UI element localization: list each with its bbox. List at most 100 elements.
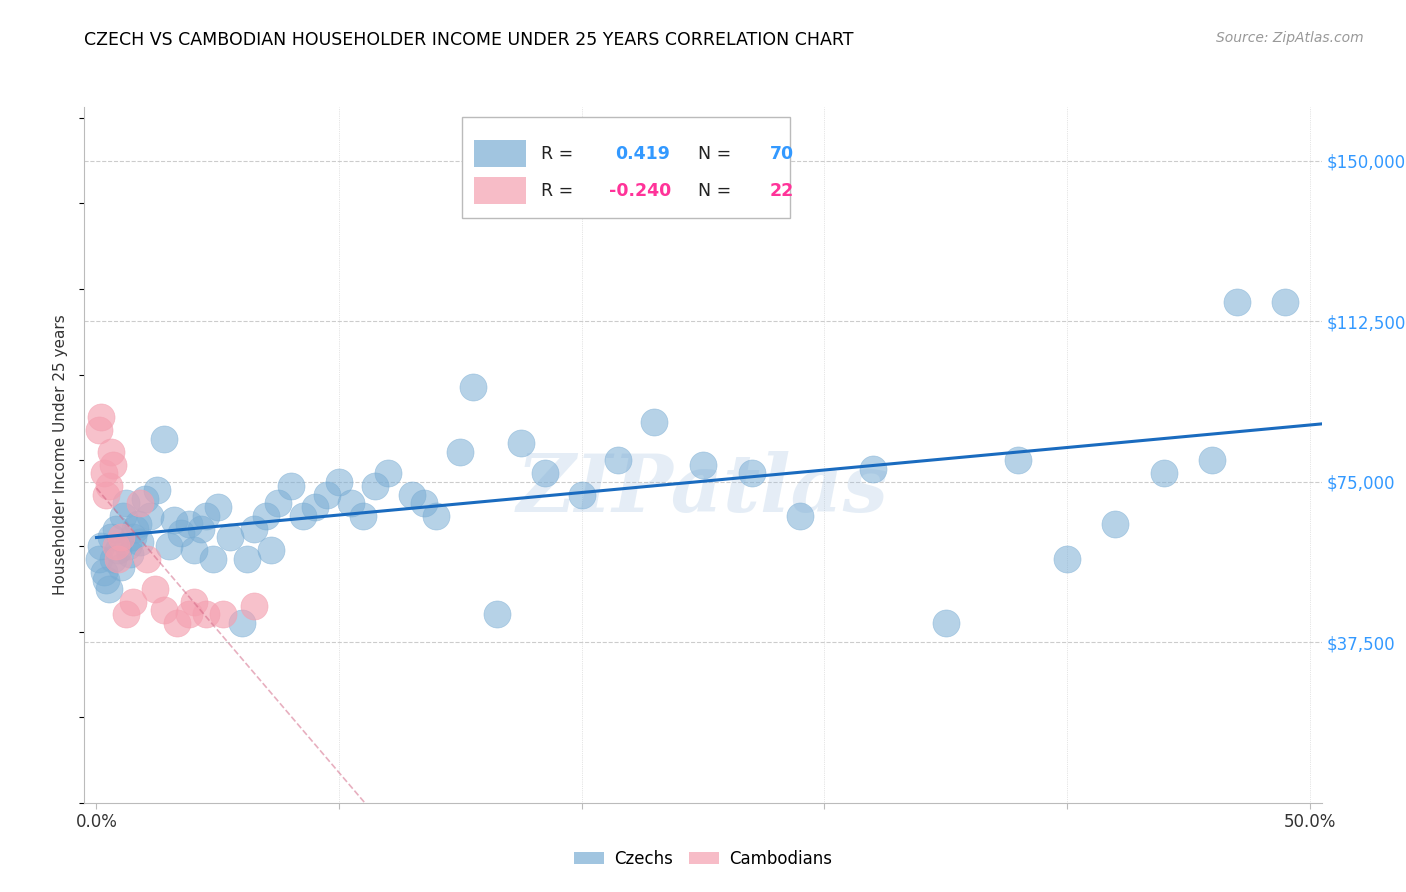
Point bbox=[485, 607, 508, 622]
Point bbox=[201, 551, 224, 566]
Point bbox=[449, 444, 471, 458]
Point bbox=[1007, 453, 1029, 467]
Point bbox=[1056, 551, 1078, 566]
Point bbox=[114, 607, 136, 622]
Text: ZIPatlas: ZIPatlas bbox=[517, 451, 889, 528]
Point bbox=[136, 551, 159, 566]
FancyBboxPatch shape bbox=[474, 140, 526, 167]
Point bbox=[96, 573, 118, 587]
Text: CZECH VS CAMBODIAN HOUSEHOLDER INCOME UNDER 25 YEARS CORRELATION CHART: CZECH VS CAMBODIAN HOUSEHOLDER INCOME UN… bbox=[84, 31, 853, 49]
Point bbox=[129, 534, 152, 549]
Point bbox=[534, 466, 557, 480]
Point bbox=[177, 517, 200, 532]
Point bbox=[789, 508, 811, 523]
Point bbox=[194, 508, 217, 523]
Point bbox=[110, 560, 132, 574]
Point bbox=[97, 582, 120, 596]
Point bbox=[97, 479, 120, 493]
Text: N =: N = bbox=[688, 182, 737, 200]
Point bbox=[280, 479, 302, 493]
Point bbox=[183, 543, 205, 558]
Point bbox=[183, 594, 205, 608]
Point bbox=[236, 551, 259, 566]
Point bbox=[862, 462, 884, 476]
Point bbox=[364, 479, 387, 493]
Point bbox=[194, 607, 217, 622]
Point bbox=[260, 543, 283, 558]
Text: 0.419: 0.419 bbox=[616, 145, 671, 162]
Point bbox=[122, 530, 145, 544]
Point bbox=[166, 615, 188, 630]
Point bbox=[127, 517, 149, 532]
Point bbox=[643, 415, 665, 429]
Text: N =: N = bbox=[688, 145, 737, 162]
Text: Source: ZipAtlas.com: Source: ZipAtlas.com bbox=[1216, 31, 1364, 45]
Point bbox=[328, 475, 350, 489]
Point bbox=[211, 607, 233, 622]
Point bbox=[110, 530, 132, 544]
Point bbox=[107, 551, 129, 566]
Point bbox=[413, 496, 436, 510]
Point bbox=[243, 522, 266, 536]
Point bbox=[935, 615, 957, 630]
Point bbox=[146, 483, 169, 498]
Point bbox=[401, 487, 423, 501]
Point bbox=[103, 551, 125, 566]
Point bbox=[243, 599, 266, 613]
Point bbox=[741, 466, 763, 480]
Point bbox=[157, 539, 180, 553]
Point bbox=[153, 432, 176, 446]
Point bbox=[510, 436, 533, 450]
Point bbox=[114, 496, 136, 510]
Point bbox=[254, 508, 277, 523]
Text: 70: 70 bbox=[770, 145, 794, 162]
Point bbox=[124, 522, 146, 536]
Point bbox=[93, 466, 115, 480]
Point bbox=[267, 496, 290, 510]
Point bbox=[170, 526, 193, 541]
Point bbox=[96, 487, 118, 501]
Point bbox=[139, 508, 162, 523]
Point bbox=[571, 487, 593, 501]
Text: -0.240: -0.240 bbox=[609, 182, 671, 200]
Point bbox=[163, 513, 186, 527]
Point bbox=[104, 522, 127, 536]
Point bbox=[1153, 466, 1175, 480]
Point bbox=[231, 615, 253, 630]
Point bbox=[153, 603, 176, 617]
Point bbox=[129, 496, 152, 510]
Point bbox=[340, 496, 363, 510]
Point bbox=[104, 539, 127, 553]
Point bbox=[93, 565, 115, 579]
Point bbox=[143, 582, 166, 596]
Point bbox=[100, 444, 122, 458]
Point bbox=[316, 487, 339, 501]
Point bbox=[219, 530, 242, 544]
Point bbox=[607, 453, 630, 467]
Y-axis label: Householder Income Under 25 years: Householder Income Under 25 years bbox=[53, 315, 69, 595]
Point bbox=[1274, 294, 1296, 309]
Point bbox=[1201, 453, 1223, 467]
Point bbox=[1104, 517, 1126, 532]
Point bbox=[103, 458, 125, 472]
Point bbox=[377, 466, 399, 480]
Legend: Czechs, Cambodians: Czechs, Cambodians bbox=[567, 843, 839, 874]
Point bbox=[207, 500, 229, 515]
Point bbox=[120, 548, 142, 562]
Point bbox=[352, 508, 374, 523]
Point bbox=[87, 551, 110, 566]
Point bbox=[90, 410, 112, 425]
Point bbox=[100, 530, 122, 544]
Point bbox=[692, 458, 714, 472]
Point bbox=[291, 508, 314, 523]
FancyBboxPatch shape bbox=[474, 178, 526, 203]
Point bbox=[122, 594, 145, 608]
Point bbox=[112, 508, 135, 523]
Point bbox=[425, 508, 447, 523]
Point bbox=[87, 423, 110, 437]
Point bbox=[177, 607, 200, 622]
Point bbox=[90, 539, 112, 553]
Point bbox=[304, 500, 326, 515]
Point bbox=[107, 543, 129, 558]
Text: 22: 22 bbox=[770, 182, 794, 200]
